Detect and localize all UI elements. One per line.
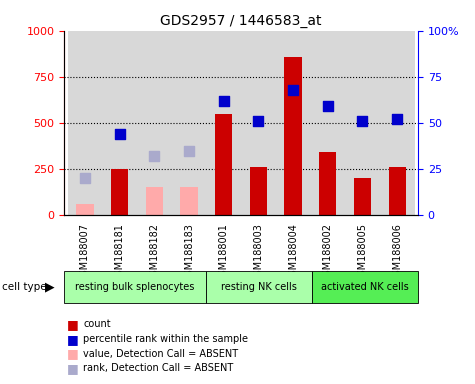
Bar [206,31,241,215]
Bar [67,31,102,215]
Bar [311,31,345,215]
Bar [285,56,302,215]
Bar [180,187,198,215]
Bar [102,31,137,215]
Bar [111,169,128,215]
Point [289,87,297,93]
Point [359,118,366,124]
Point [393,116,401,122]
Text: resting NK cells: resting NK cells [221,282,297,292]
Bar [146,187,163,215]
Point [324,103,332,109]
Text: ■: ■ [66,318,78,331]
Text: rank, Detection Call = ABSENT: rank, Detection Call = ABSENT [83,363,233,373]
Text: count: count [83,319,111,329]
Bar [354,178,371,215]
Bar [276,31,311,215]
Point [220,98,228,104]
Text: activated NK cells: activated NK cells [321,282,409,292]
Bar [389,167,406,215]
Bar [137,31,171,215]
Text: ■: ■ [66,362,78,375]
Point [255,118,262,124]
Bar [250,167,267,215]
Text: ▶: ▶ [45,281,55,293]
Point [116,131,124,137]
FancyBboxPatch shape [312,271,418,303]
Title: GDS2957 / 1446583_at: GDS2957 / 1446583_at [160,14,322,28]
FancyBboxPatch shape [64,271,206,303]
Bar [171,31,206,215]
Text: percentile rank within the sample: percentile rank within the sample [83,334,248,344]
Bar [319,152,336,215]
Bar [76,204,94,215]
Bar [241,31,276,215]
Bar [215,114,232,215]
Text: cell type: cell type [2,282,47,292]
Text: ■: ■ [66,347,78,360]
Bar [345,31,380,215]
Bar [380,31,415,215]
Text: ■: ■ [66,333,78,346]
FancyBboxPatch shape [206,271,312,303]
Point [81,175,89,181]
Point [151,153,158,159]
Text: resting bulk splenocytes: resting bulk splenocytes [75,282,195,292]
Text: value, Detection Call = ABSENT: value, Detection Call = ABSENT [83,349,238,359]
Point [185,147,193,154]
